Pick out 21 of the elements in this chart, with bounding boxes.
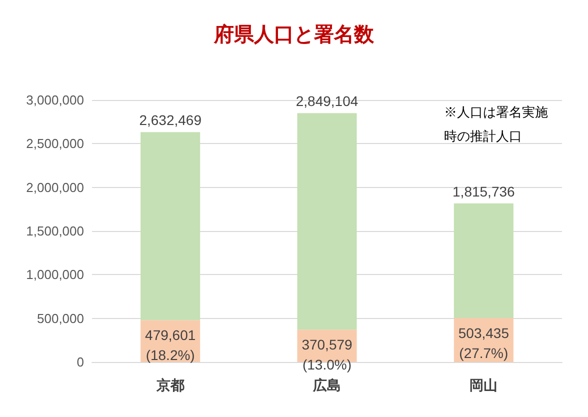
bar <box>140 132 200 320</box>
bar <box>454 203 514 318</box>
y-tick-label: 2,500,000 <box>26 136 84 152</box>
data-label: 503,435 (27.7%) <box>458 325 510 362</box>
x-tick-label: 広島 <box>312 377 341 393</box>
y-tick-label: 1,500,000 <box>26 224 84 238</box>
x-tick-label: 岡山 <box>470 377 498 393</box>
y-tick-label: 2,000,000 <box>26 180 84 195</box>
chart-title: 府県人口と署名数 <box>213 23 375 46</box>
total-label: 1,815,736 <box>452 183 516 200</box>
y-tick-label: 3,000,000 <box>26 92 84 108</box>
data-label: 479,601 (18.2%) <box>145 327 196 364</box>
bar <box>297 113 357 330</box>
y-tick-label: 0 <box>76 354 84 370</box>
total-label: 2,632,469 <box>139 112 202 128</box>
y-tick-label: 500,000 <box>37 310 84 326</box>
total-label: 2,849,104 <box>296 93 358 110</box>
data-label: 370,579 (13.0%) <box>302 336 353 373</box>
annotation: ※人口は署名実施時の推計人口 <box>444 104 548 144</box>
x-tick-label: 京都 <box>155 377 184 393</box>
y-tick-label: 1,000,000 <box>26 267 84 282</box>
